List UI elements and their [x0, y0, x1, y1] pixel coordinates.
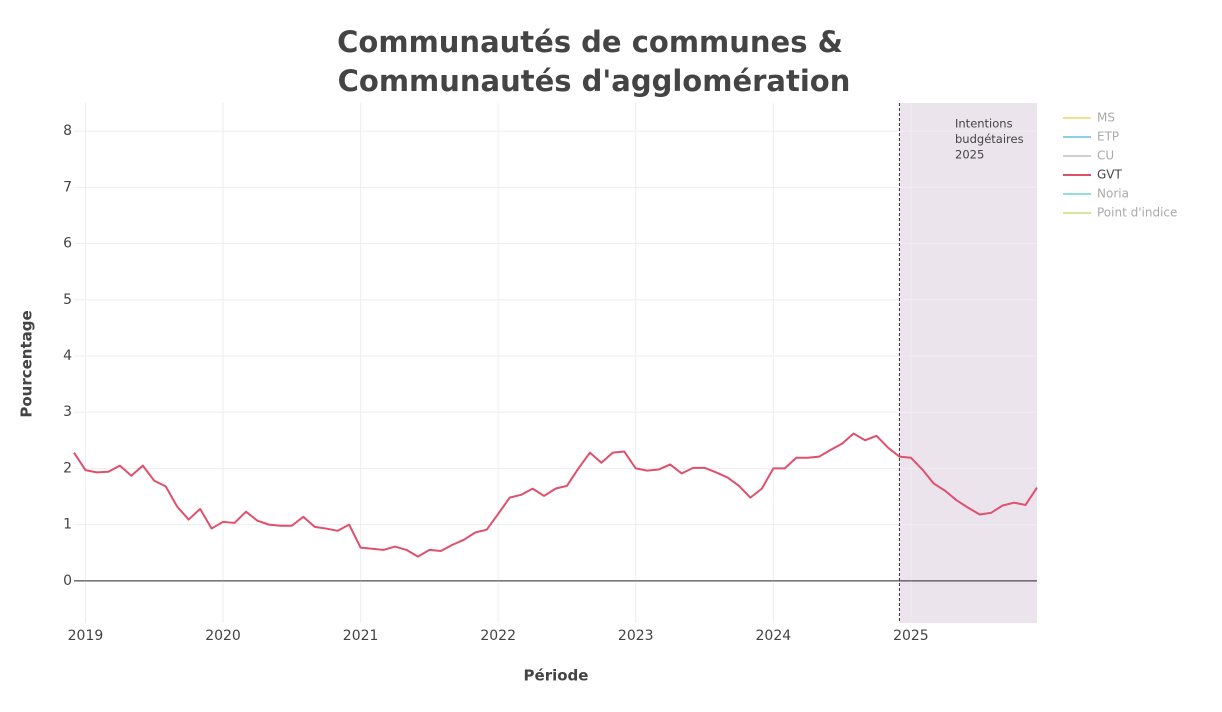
x-tick-label: 2022 [480, 628, 516, 644]
chart-title: Communautés de communes & [337, 25, 843, 59]
legend-label: GVT [1097, 168, 1123, 182]
annotation: budgétaires [955, 132, 1024, 146]
highlight-region [899, 103, 1037, 623]
annotation: 2025 [955, 148, 984, 162]
x-tick-label: 2021 [343, 628, 379, 644]
legend-label: MS [1097, 111, 1115, 125]
y-tick-label: 8 [63, 123, 72, 139]
y-tick-label: 4 [63, 348, 72, 364]
legend-label: CU [1097, 149, 1114, 163]
y-axis-title: Pourcentage [18, 310, 36, 417]
annotation: Intentions [955, 117, 1013, 131]
legend-label: ETP [1097, 130, 1119, 144]
x-tick-label: 2020 [205, 628, 241, 644]
y-tick-label: 2 [63, 460, 72, 476]
x-tick-label: 2023 [618, 628, 654, 644]
chart-title: Communautés d'agglomération [338, 64, 851, 98]
x-tick-label: 2024 [756, 628, 792, 644]
y-tick-label: 3 [63, 404, 72, 420]
x-axis-title: Période [524, 667, 589, 685]
y-tick-label: 6 [63, 236, 72, 252]
x-tick-label: 2019 [68, 628, 104, 644]
legend-label: Point d'indice [1097, 206, 1177, 220]
y-tick-label: 0 [63, 573, 72, 589]
data-line [73, 432, 1038, 558]
legend-label: Noria [1097, 187, 1129, 201]
y-tick-label: 7 [63, 179, 72, 195]
y-tick-label: 1 [63, 517, 72, 533]
y-tick-label: 5 [63, 292, 72, 308]
x-tick-label: 2025 [893, 628, 929, 644]
